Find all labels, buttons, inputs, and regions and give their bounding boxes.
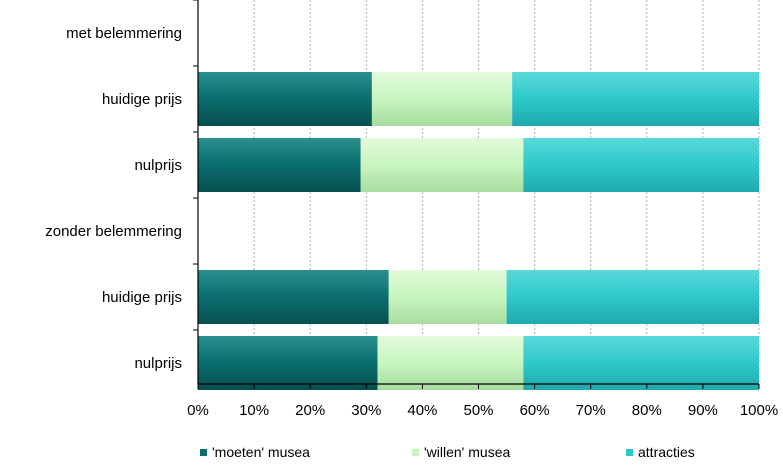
bar-segment <box>523 138 759 192</box>
x-tick-label: 100% <box>740 402 778 419</box>
bar-segment <box>388 270 507 324</box>
x-tick-label: 30% <box>351 402 381 419</box>
bar-segment <box>371 72 513 126</box>
legend-label: attracties <box>638 444 695 460</box>
bar-segment <box>360 138 524 192</box>
category-label: nulprijs <box>134 157 182 174</box>
x-tick-label: 80% <box>632 402 662 419</box>
category-label: huidige prijs <box>102 289 182 306</box>
legend-label: 'willen' musea <box>424 444 510 460</box>
category-labels: met belemmering huidige prijs nulprijs zond… <box>45 25 182 372</box>
bars <box>198 72 759 390</box>
category-label: nulprijs <box>134 355 182 372</box>
legend-label: 'moeten' musea <box>212 444 310 460</box>
bar-segment <box>506 270 759 324</box>
bar-segment <box>198 270 389 324</box>
bar-segment <box>523 336 759 390</box>
category-label: zonder belemmering <box>45 223 182 240</box>
x-tick-label: 40% <box>407 402 437 419</box>
bar-segment <box>198 138 361 192</box>
x-axis <box>193 0 760 389</box>
legend-swatch <box>200 449 207 456</box>
bar-segment <box>512 72 759 126</box>
x-tick-label: 0% <box>187 402 209 419</box>
legend-swatch <box>626 449 633 456</box>
x-tick-label: 20% <box>295 402 325 419</box>
x-tick-labels: 0% 10% 20% 30% 40% 50% 60% 70% 80% 90% 100% <box>187 402 778 419</box>
x-tick-label: 50% <box>463 402 493 419</box>
bar-segment <box>198 336 378 390</box>
category-label: met belemmering <box>66 25 182 42</box>
legend-swatch <box>412 449 419 456</box>
bar-segment <box>198 72 372 126</box>
legend: 'moeten' musea 'willen' musea attracties <box>200 444 695 460</box>
x-tick-label: 70% <box>576 402 606 419</box>
x-tick-label: 10% <box>239 402 269 419</box>
x-tick-label: 90% <box>688 402 718 419</box>
x-tick-label: 60% <box>520 402 550 419</box>
bar-segment <box>377 336 524 390</box>
category-label: huidige prijs <box>102 91 182 108</box>
